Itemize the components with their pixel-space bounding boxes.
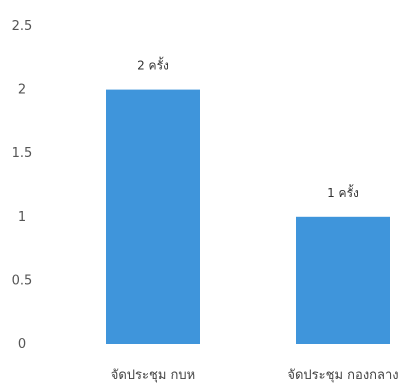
x-category-label: จัดประชุม กบห — [111, 368, 196, 383]
bars — [106, 89, 390, 344]
y-axis: 0 0.5 1 1.5 2 2.5 — [12, 19, 33, 352]
y-tick-label: 0.5 — [12, 273, 33, 288]
y-tick-label: 1.5 — [12, 146, 33, 161]
bar — [296, 216, 390, 344]
y-tick-label: 2 — [18, 83, 26, 98]
bar-data-label: 2 ครั้ง — [137, 57, 169, 73]
data-labels: 2 ครั้ง 1 ครั้ง — [137, 57, 359, 200]
bar-data-label: 1 ครั้ง — [327, 184, 359, 200]
bar — [106, 89, 200, 344]
y-tick-label: 1 — [18, 210, 26, 225]
x-category-label: จัดประชุม กองกลาง — [287, 368, 398, 383]
x-axis: จัดประชุม กบห จัดประชุม กองกลาง — [111, 368, 399, 383]
y-tick-label: 2.5 — [12, 19, 33, 34]
y-tick-label: 0 — [18, 337, 26, 352]
